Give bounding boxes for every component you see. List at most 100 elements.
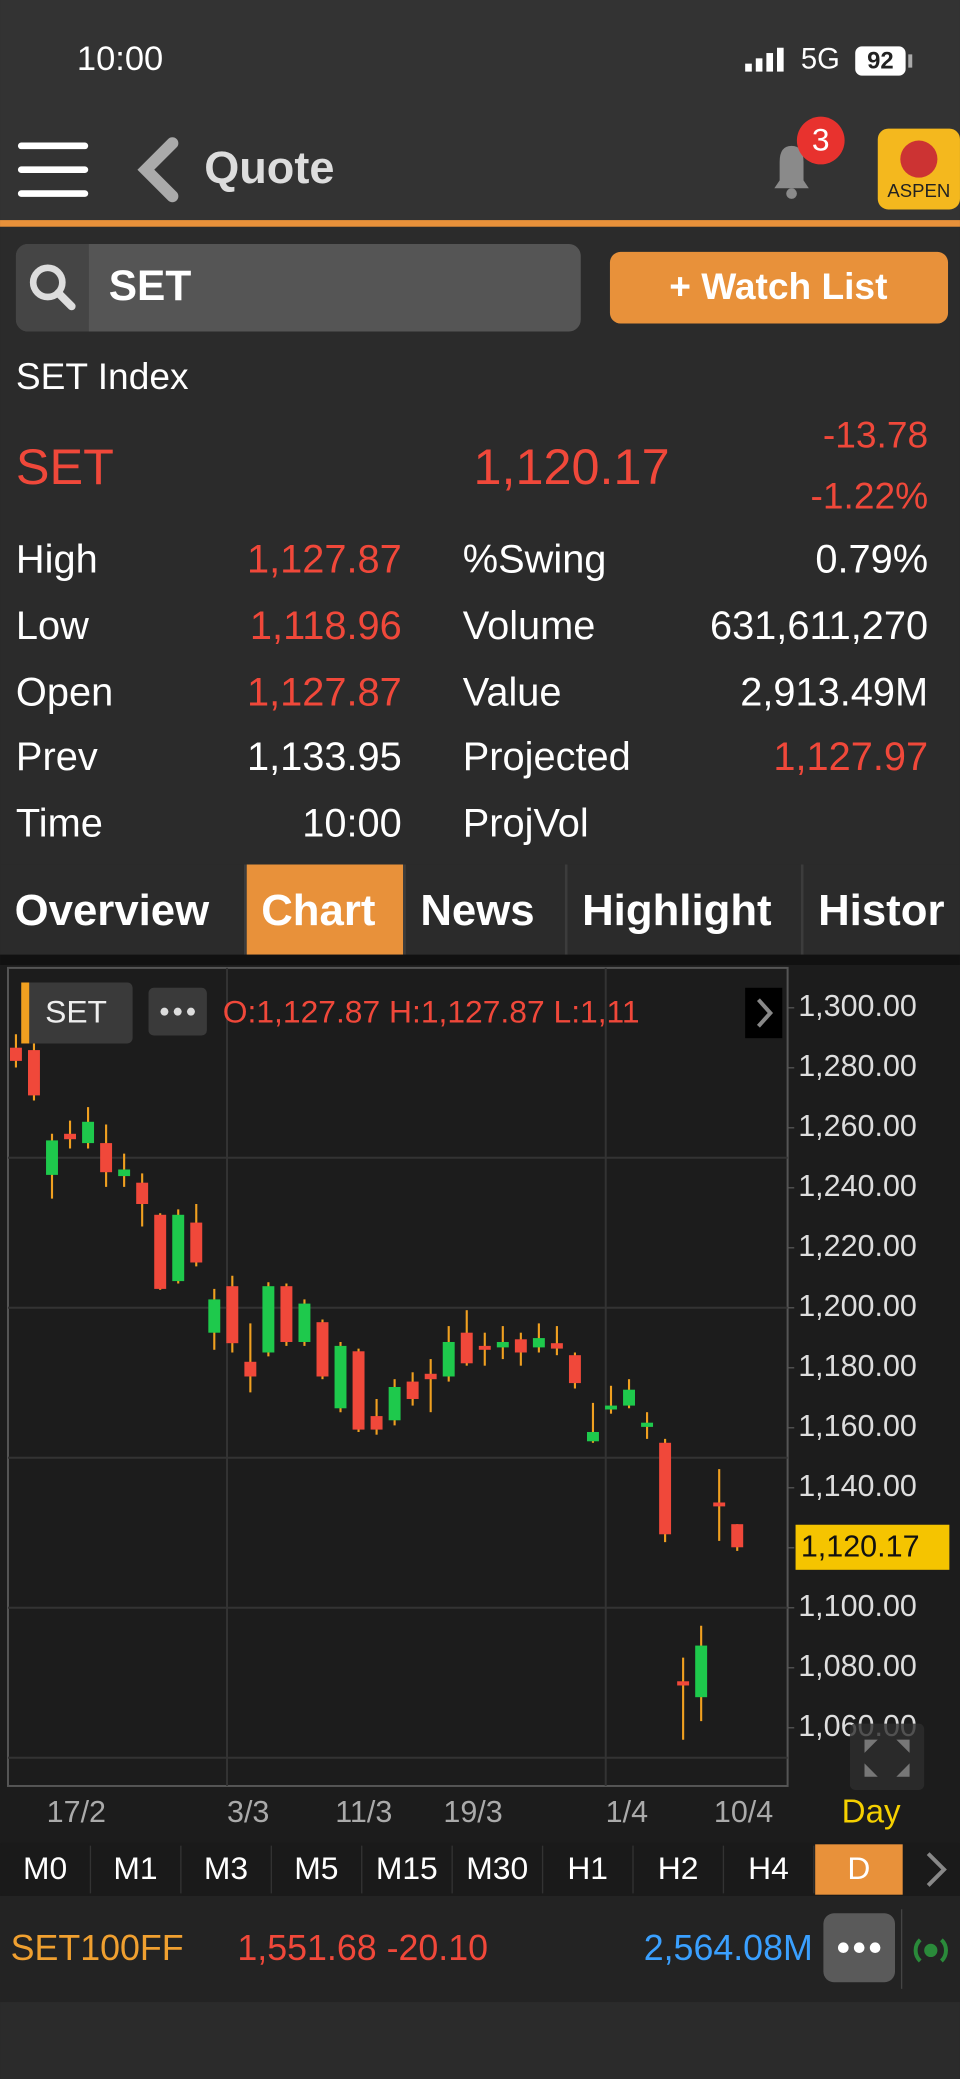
stat-value: 1,118.96: [250, 604, 402, 648]
stat-value: 10:00: [302, 802, 402, 846]
ticker-more-dots: [837, 1942, 881, 1954]
candle-body: [244, 1361, 257, 1377]
logo-text: ASPEN: [887, 180, 950, 201]
period-item[interactable]: [363, 1844, 451, 1895]
stat-label: Value: [463, 670, 562, 714]
candle-body: [226, 1286, 239, 1344]
header-divider: [0, 220, 960, 227]
last-price-box: [795, 1524, 950, 1570]
candle-body: [623, 1389, 635, 1406]
menu-button[interactable]: [17, 142, 89, 197]
candle-body: [100, 1143, 113, 1173]
grid: [7, 967, 788, 1786]
candle-body: [64, 1133, 77, 1140]
candle-body: [208, 1299, 221, 1333]
tab-label: Highlight: [582, 886, 772, 935]
stat-label: ProjVol: [463, 802, 589, 846]
clock: 10:00: [77, 40, 163, 78]
candle-body: [370, 1416, 383, 1430]
y-tick-label: 1,220.00: [798, 1229, 917, 1263]
candle-body: [118, 1169, 131, 1177]
period-label: M1: [113, 1850, 157, 1886]
stat-value: 631,611,270: [710, 604, 928, 648]
ticker-price: 1,551.68 -20.10: [237, 1928, 488, 1968]
change: -13.78: [823, 413, 928, 455]
tab[interactable]: [0, 864, 244, 955]
candle-body: [641, 1422, 654, 1427]
candle-body: [713, 1502, 726, 1507]
y-tick-label: 1,180.00: [798, 1349, 917, 1383]
candle-body: [9, 1047, 22, 1061]
period-item[interactable]: [634, 1844, 722, 1895]
stat-label: %Swing: [463, 538, 607, 582]
tab-label: Chart: [261, 886, 376, 935]
period-next[interactable]: [926, 1852, 947, 1887]
x-tick-label: 3/3: [227, 1795, 269, 1829]
symbol: SET: [16, 438, 114, 495]
chart-symbol: SET: [45, 994, 107, 1030]
tabs: Overview Chart News Highlight Histor: [0, 864, 960, 955]
battery-level: 92: [867, 48, 894, 75]
battery: [855, 46, 906, 76]
tab[interactable]: [405, 864, 565, 955]
stat-label: Volume: [463, 604, 596, 648]
period-item[interactable]: [543, 1844, 632, 1895]
tab-label: News: [420, 886, 534, 935]
ticker-bar: [0, 1896, 960, 2003]
back-button[interactable]: [137, 137, 179, 203]
notification-badge: [796, 116, 845, 165]
index-name: SET Index: [16, 355, 189, 397]
search-icon-bg: [15, 243, 89, 332]
x-tick-label: 10/4: [714, 1795, 773, 1829]
page-title: Quote: [204, 142, 334, 193]
x-tick-label: 11/3: [335, 1795, 392, 1829]
candle-body: [568, 1355, 581, 1384]
y-tick-label: 1,100.00: [798, 1589, 917, 1623]
search-icon: [29, 264, 66, 301]
stat-label: Prev: [16, 735, 98, 779]
stat-label: Time: [16, 802, 103, 846]
x-tick-label: 19/3: [443, 1795, 502, 1829]
stat-value: 1,127.97: [773, 735, 928, 779]
tab[interactable]: [803, 864, 960, 955]
search-box[interactable]: [15, 243, 581, 332]
bell-button[interactable]: [774, 145, 809, 199]
tab[interactable]: [567, 864, 801, 955]
period-active: [815, 1844, 903, 1895]
period-label: H2: [658, 1850, 699, 1886]
symbol-chip[interactable]: [21, 982, 133, 1044]
period-item[interactable]: [1, 1844, 89, 1895]
expand-button[interactable]: [849, 1723, 925, 1790]
period-item[interactable]: [453, 1844, 541, 1895]
stat-label: Low: [16, 604, 89, 648]
y-tick-label: 1,160.00: [798, 1409, 917, 1443]
period-item[interactable]: [91, 1844, 180, 1895]
period-item[interactable]: [724, 1844, 813, 1895]
period-item[interactable]: [182, 1844, 270, 1895]
period-label: H4: [748, 1850, 789, 1886]
search-icon-handle: [54, 289, 76, 311]
tab[interactable]: [246, 864, 404, 955]
y-tick-label: 1,240.00: [798, 1169, 917, 1203]
candle-body: [514, 1339, 527, 1353]
battery-tip: [908, 54, 913, 68]
symbol-chip-accent: [21, 982, 30, 1044]
ohlc-legend: O:1,127.87 H:1,127.87 L:1,11: [223, 994, 640, 1030]
stat-value: 2,913.49M: [740, 670, 928, 714]
watch-list-button[interactable]: [609, 251, 949, 324]
x-tick-label: 17/2: [47, 1795, 106, 1829]
candle-body: [478, 1345, 491, 1350]
candle-body: [172, 1214, 185, 1282]
candle-body: [190, 1222, 203, 1263]
period-item[interactable]: [272, 1844, 361, 1895]
period-label: M30: [466, 1850, 528, 1886]
top-bar: [0, 0, 960, 223]
candle-body: [659, 1442, 672, 1535]
y-tick-label: 1,200.00: [798, 1289, 917, 1323]
candle-body: [424, 1373, 437, 1380]
legend-arrow-button[interactable]: [745, 987, 783, 1039]
stat-value: 1,133.95: [247, 735, 402, 779]
last-price-label: 1,120.17: [801, 1530, 920, 1564]
